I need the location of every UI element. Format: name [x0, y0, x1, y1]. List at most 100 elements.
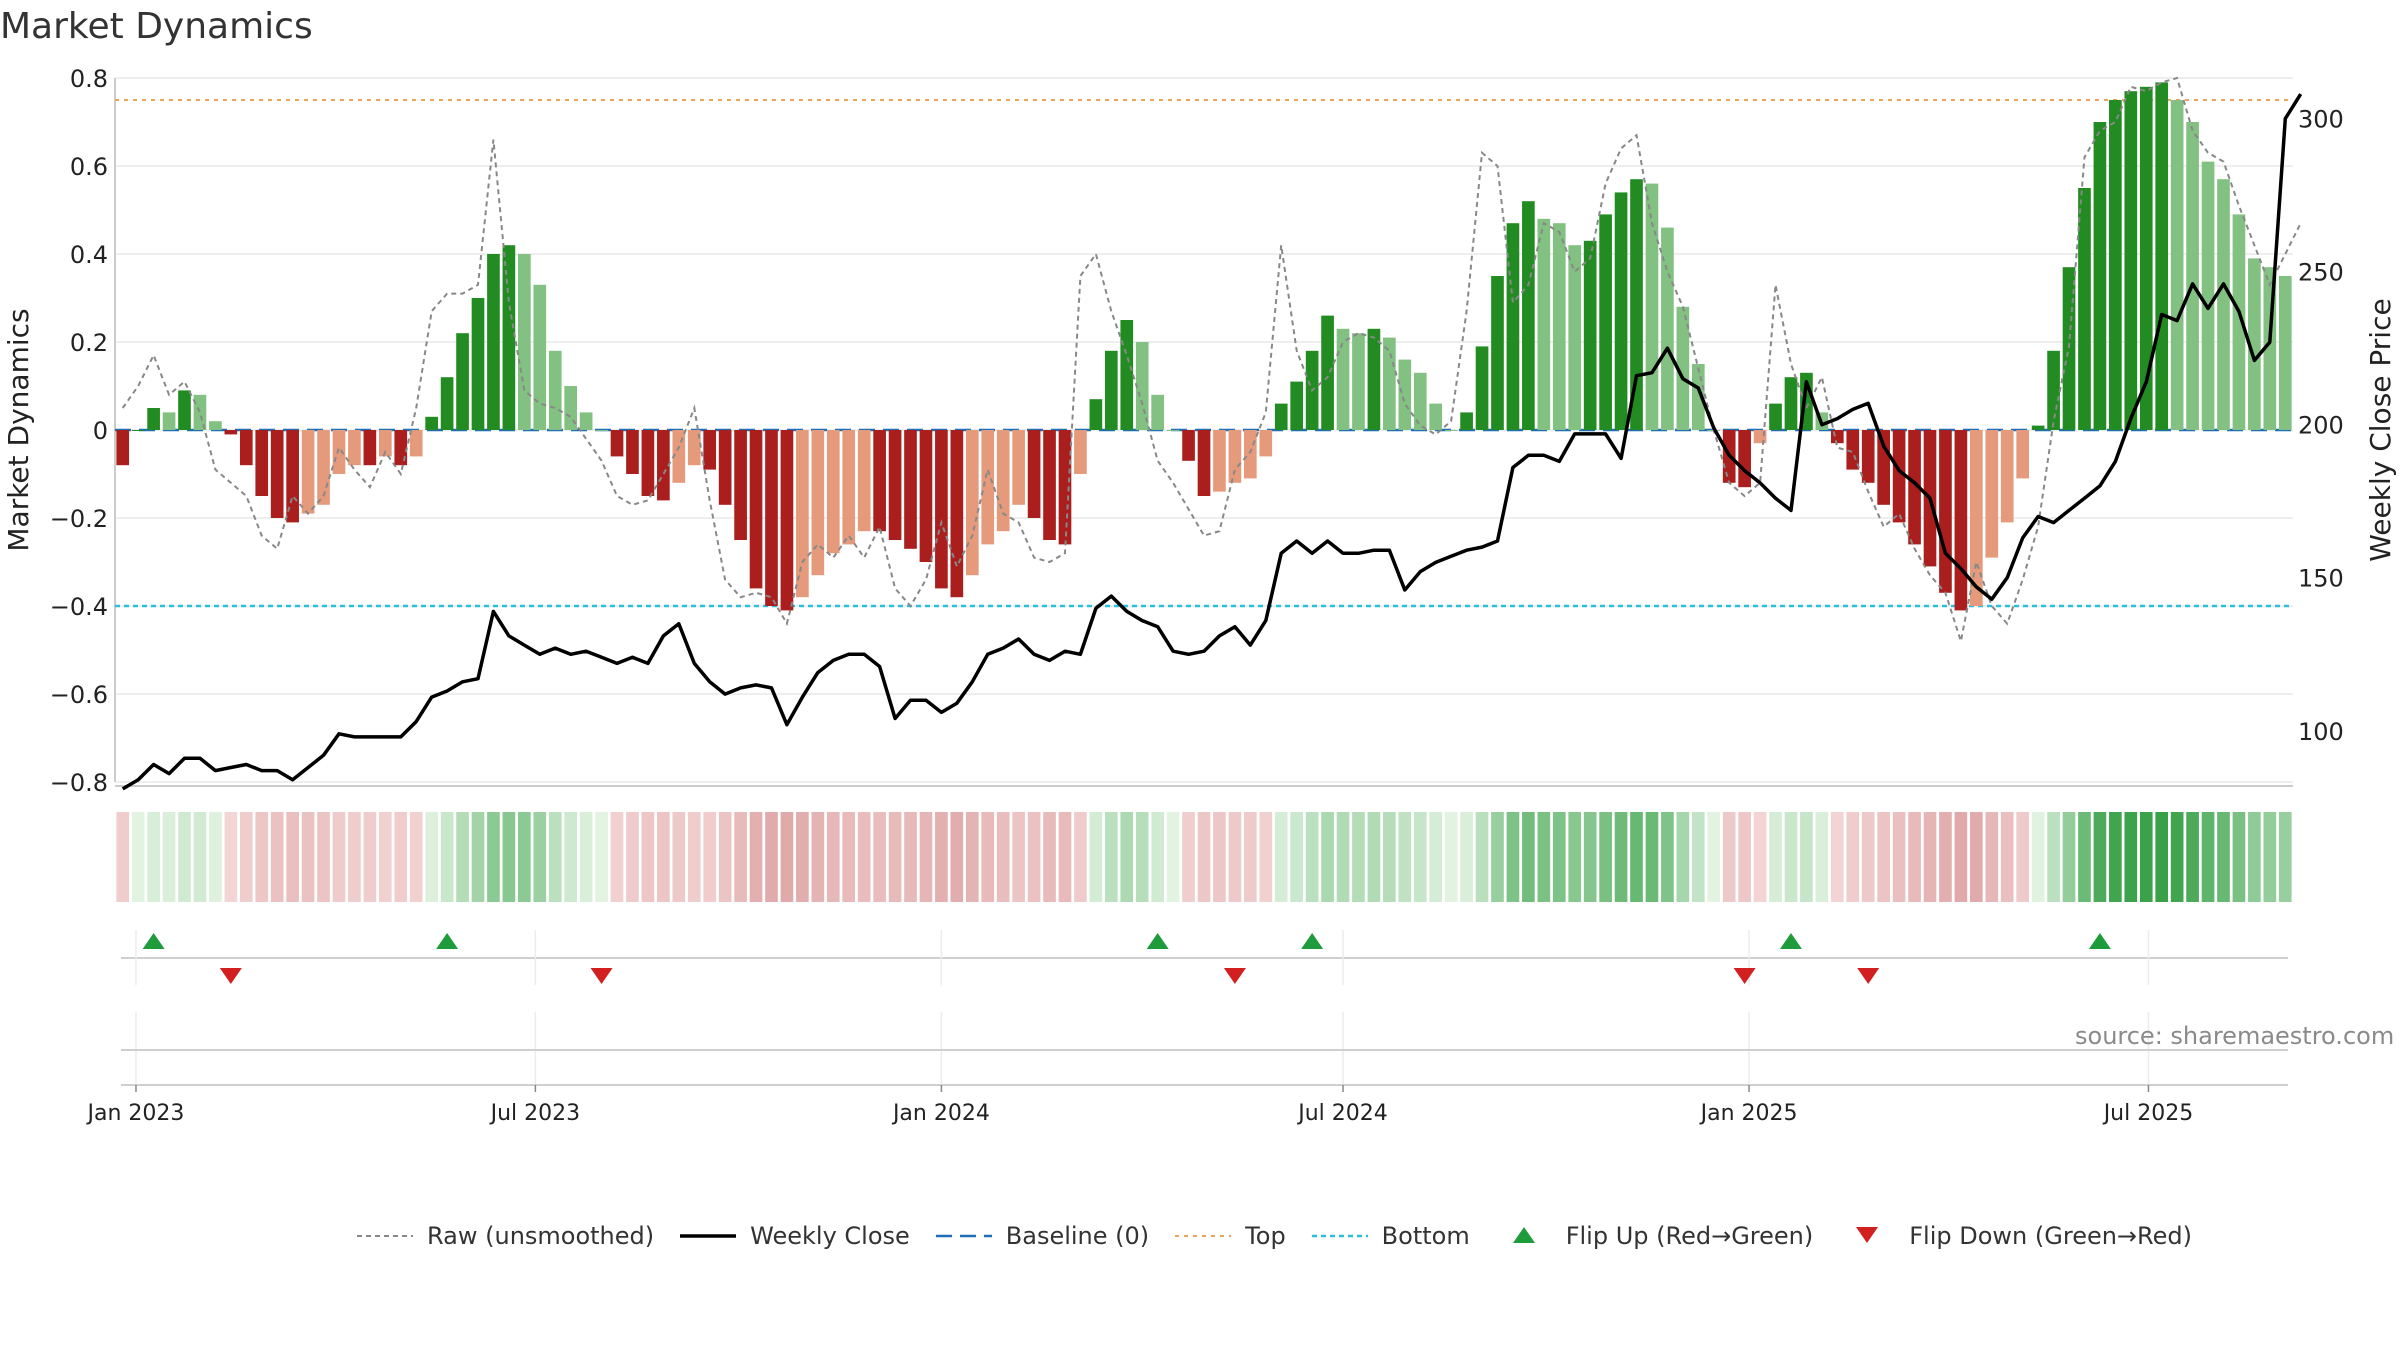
regime-cell [842, 812, 856, 902]
dynamics-bar [1661, 227, 1674, 430]
dynamics-bar [518, 254, 531, 430]
dynamics-bar [1552, 223, 1566, 430]
regime-cell [1923, 812, 1937, 902]
regime-cell [270, 812, 284, 902]
regime-cell [672, 812, 686, 902]
legend-symbol [1856, 1227, 1879, 1243]
y-tick-label: −0.8 [50, 769, 108, 797]
legend-swatch-raw [357, 1235, 413, 1237]
legend-item-close: Weekly Close [678, 1221, 910, 1251]
dynamics-bar [904, 430, 917, 549]
regime-cell [981, 812, 995, 902]
weekly-close-series [121, 93, 2303, 791]
dynamics-bar [1784, 377, 1798, 430]
legend-item-flip_down: Flip Down (Green→Red) [1837, 1221, 2192, 1251]
legend-label: Raw (unsmoothed) [427, 1222, 655, 1250]
regime-cell [687, 812, 701, 902]
regime-cell [1367, 812, 1381, 902]
dynamics-bar [935, 430, 948, 589]
regime-cell [1676, 812, 1690, 902]
x-tick-label: Jul 2025 [2102, 1101, 2194, 1126]
regime-cell [239, 812, 253, 902]
dynamics-bar [1429, 403, 1443, 430]
y-tick-label: 0.6 [70, 153, 108, 181]
regime-cell [1213, 812, 1226, 902]
legend-swatch-flip_up [1512, 1227, 1535, 1243]
dynamics-bar [1151, 394, 1164, 430]
y2-axis-title: Weekly Close Price [2364, 298, 2397, 561]
dynamics-bar [239, 430, 253, 466]
dynamics-bar [1676, 306, 1690, 430]
regime-cell [873, 812, 886, 902]
dynamics-bar [1074, 430, 1087, 474]
regime-cell [1012, 812, 1025, 902]
regime-cell [1058, 812, 1072, 902]
dynamics-bar [425, 416, 438, 430]
regime-cell [1321, 812, 1334, 902]
weekly-close-line [121, 93, 2303, 791]
regime-cell [1166, 812, 1180, 902]
regime-cell [1908, 812, 1921, 902]
dynamics-bar [1352, 333, 1365, 430]
dynamics-bar [2139, 86, 2153, 431]
regime-cell [1475, 812, 1489, 902]
dynamics-bar [950, 430, 964, 598]
regime-cell [2139, 812, 2153, 902]
regime-cell [1182, 812, 1195, 902]
regime-cell [1197, 812, 1211, 902]
regime-cell [1691, 812, 1705, 902]
dynamics-bar [255, 430, 269, 496]
y-tick-label: 0.8 [70, 65, 108, 93]
dynamics-bar [1290, 381, 1304, 430]
regime-cell [1877, 812, 1890, 902]
dynamics-bar [811, 430, 825, 576]
regime-cell [1970, 812, 1983, 902]
flip-down-marker [219, 968, 242, 984]
right-y-tick-labels: 300 250 200 150 100 [2298, 106, 2344, 746]
regime-cell [1027, 812, 1041, 902]
dynamics-bar [718, 430, 732, 505]
regime-cell [255, 812, 269, 902]
dynamics-bar [1413, 372, 1427, 430]
regime-cell [1583, 812, 1597, 902]
y-tick-label: −0.6 [50, 681, 108, 709]
regime-cell [1630, 812, 1643, 902]
dynamics-bar [533, 284, 547, 430]
flip-down-marker [590, 968, 613, 984]
dynamics-bar [548, 350, 562, 430]
regime-cell [533, 812, 547, 902]
dynamics-bar [193, 394, 207, 430]
regime-cell [1645, 812, 1659, 902]
dynamics-bar [1012, 430, 1025, 505]
legend-symbol [1512, 1227, 1535, 1243]
x-tick-labels: Jan 2023 Jul 2023 Jan 2024 Jul 2024 Jan 2025… [86, 1085, 2194, 1126]
dynamics-bar [1182, 430, 1195, 461]
dynamics-bar [456, 333, 469, 430]
dynamics-bar [1939, 430, 1952, 593]
legend-label: Bottom [1381, 1222, 1470, 1250]
dynamics-bar [1259, 430, 1273, 457]
regime-cell [193, 812, 207, 902]
y-axis-title: Market Dynamics [2, 308, 35, 551]
regime-cell [2047, 812, 2060, 902]
legend-label: Flip Up (Red→Green) [1565, 1222, 1814, 1250]
regime-cell [1352, 812, 1365, 902]
legend-item-top: Top [1173, 1221, 1286, 1251]
dynamics-bar [672, 430, 686, 483]
regime-cell [595, 812, 608, 902]
regime-cell [440, 812, 454, 902]
regime-cell [2031, 812, 2045, 902]
regime-cell [579, 812, 593, 902]
dynamics-bar [1954, 430, 1968, 611]
dynamics-bar [579, 412, 593, 430]
regime-cell [1954, 812, 1968, 902]
dynamics-bar [348, 430, 361, 466]
regime-cell [718, 812, 732, 902]
regime-cell [2078, 812, 2091, 902]
dynamics-bar [595, 430, 608, 431]
dynamics-bar [888, 430, 902, 540]
regime-cell [919, 812, 933, 902]
dynamics-bar [1104, 350, 1118, 430]
regime-cell [487, 812, 500, 902]
